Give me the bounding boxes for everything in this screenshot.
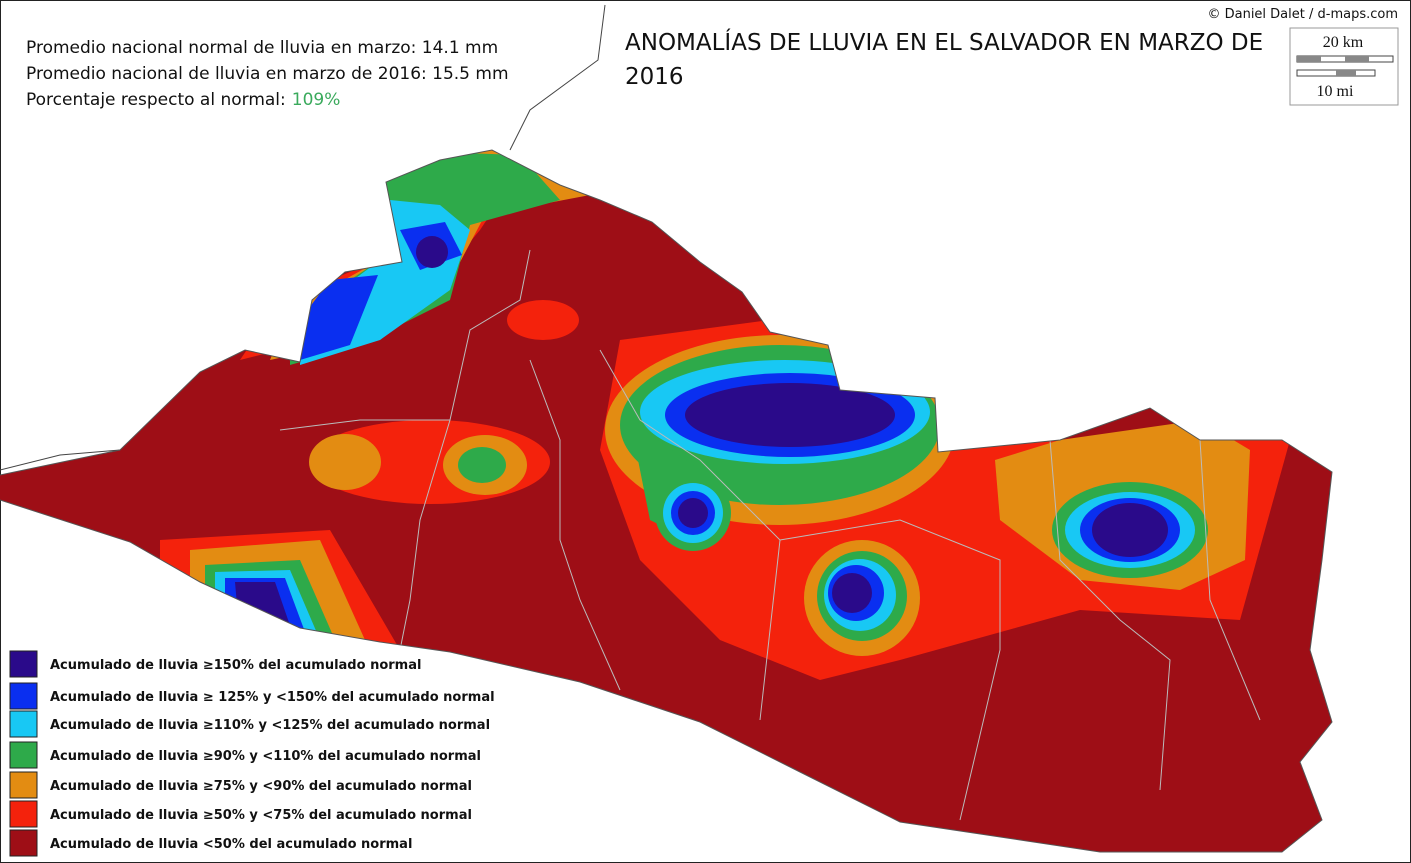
- scale-mi: 10 mi: [1317, 83, 1354, 100]
- legend-swatch: [9, 682, 38, 710]
- title-box: ANOMALÍAS DE LLUVIA EN EL SALVADOR EN MA…: [625, 30, 1264, 90]
- coastline: [0, 149, 1333, 853]
- legend-label: Acumulado de lluvia ≥75% y <90% del acum…: [50, 779, 472, 794]
- zone: [685, 383, 895, 447]
- legend-label: Acumulado de lluvia <50% del acumulado n…: [50, 837, 412, 852]
- scale-bar: 20 km 10 mi: [1289, 27, 1399, 106]
- zone: [507, 300, 579, 340]
- scale-km: 20 km: [1323, 34, 1364, 51]
- zone: [678, 498, 708, 528]
- legend-label: Acumulado de lluvia ≥90% y <110% del acu…: [50, 749, 481, 764]
- scale-mi-bar: [1336, 70, 1356, 76]
- legend: Acumulado de lluvia ≥150% del acumulado …: [9, 650, 495, 857]
- stat-label: Promedio nacional normal de lluvia en ma…: [26, 38, 498, 58]
- legend-swatch: [9, 829, 38, 857]
- border-line: [0, 449, 121, 471]
- zone: [416, 236, 448, 268]
- legend-label: Acumulado de lluvia ≥150% del acumulado …: [50, 658, 421, 673]
- stat-label: Porcentaje respecto al normal:: [26, 90, 286, 110]
- department-borders: [279, 249, 1261, 821]
- zone: [300, 275, 378, 360]
- legend-label: Acumulado de lluvia ≥ 125% y <150% del a…: [50, 690, 495, 705]
- border-line: [509, 4, 606, 151]
- zone: [309, 434, 381, 490]
- legend-label: Acumulado de lluvia ≥50% y <75% del acum…: [50, 808, 472, 823]
- stat-value: 109%: [292, 90, 341, 110]
- scale-km-bar: [1345, 56, 1369, 62]
- scale-km-bar: [1297, 56, 1321, 62]
- zone: [1092, 503, 1168, 557]
- legend-swatch: [9, 800, 38, 828]
- legend-swatch: [9, 650, 38, 678]
- scale-box: [1289, 27, 1399, 106]
- zone: [832, 573, 872, 613]
- legend-swatch: [9, 710, 38, 738]
- title: ANOMALÍAS DE LLUVIA EN EL SALVADOR EN MA…: [625, 30, 1264, 90]
- legend-label: Acumulado de lluvia ≥110% y <125% del ac…: [50, 718, 490, 733]
- stat-label: Promedio nacional de lluvia en marzo de …: [26, 64, 509, 84]
- legend-swatch: [9, 741, 38, 769]
- stat-line: Promedio nacional normal de lluvia en ma…: [26, 38, 498, 58]
- stat-line: Porcentaje respecto al normal: 109%: [26, 90, 340, 110]
- stats: Promedio nacional normal de lluvia en ma…: [26, 38, 509, 110]
- zone: [458, 447, 506, 483]
- legend-swatch: [9, 771, 38, 799]
- attribution: © Daniel Dalet / d-maps.com: [1207, 7, 1398, 22]
- stat-line: Promedio nacional de lluvia en marzo de …: [26, 64, 509, 84]
